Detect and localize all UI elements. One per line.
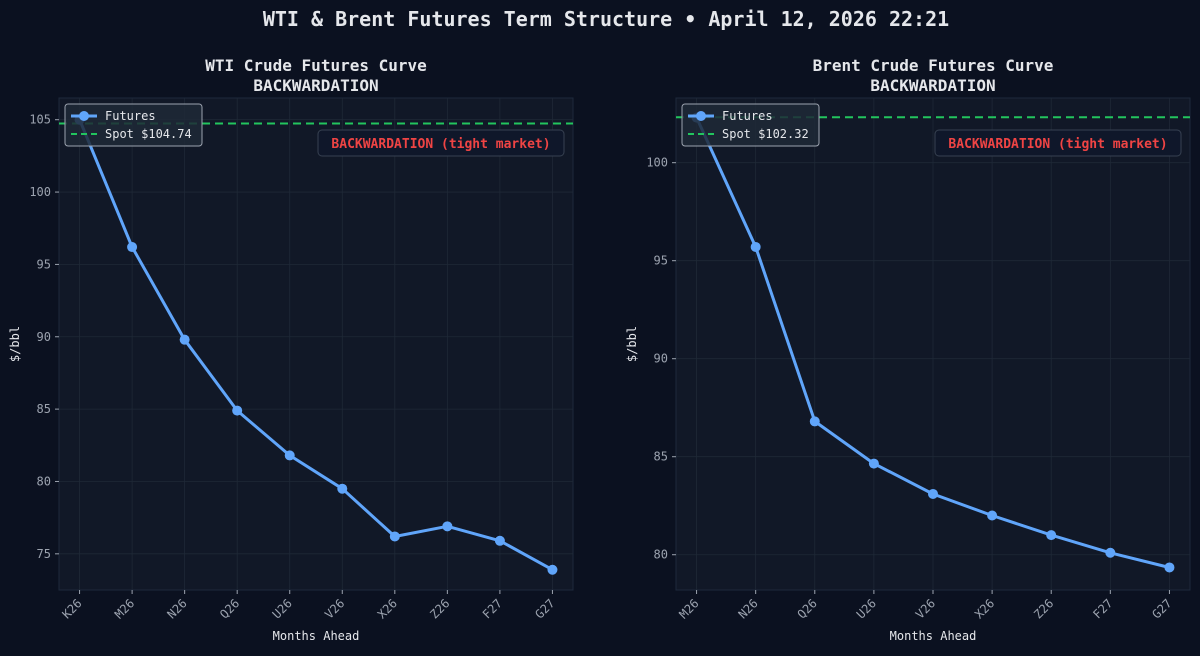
brent-point-Z26 bbox=[1046, 530, 1057, 541]
figure-title: WTI & Brent Futures Term Structure • Apr… bbox=[263, 7, 949, 31]
wti-plot-area bbox=[58, 97, 574, 591]
wti-point-G27 bbox=[547, 564, 558, 575]
wti-legend-series-label: Futures bbox=[105, 109, 156, 123]
brent-title: Brent Crude Futures Curve bbox=[813, 56, 1054, 75]
wti-ytick-label-1: 80 bbox=[37, 474, 51, 488]
brent-point-V26 bbox=[928, 488, 938, 499]
wti-ytick-label-6: 105 bbox=[29, 113, 51, 127]
wti-ytick-label-0: 75 bbox=[37, 547, 51, 561]
brent-legend-series-label: Futures bbox=[722, 109, 773, 123]
wti-ylabel: $/bbl bbox=[8, 326, 22, 362]
wti-point-Z26 bbox=[442, 521, 453, 532]
wti-legend-spot-label: Spot $104.74 bbox=[105, 127, 192, 141]
brent-point-F27 bbox=[1105, 547, 1116, 558]
wti-ytick-label-2: 85 bbox=[37, 402, 51, 416]
wti-point-Q26 bbox=[232, 405, 243, 416]
wti-ytick-label-5: 100 bbox=[29, 185, 51, 199]
brent-point-N26 bbox=[750, 241, 761, 252]
wti-series-line bbox=[78, 119, 554, 572]
brent-point-X26 bbox=[987, 510, 998, 521]
wti-xlabel: Months Ahead bbox=[273, 629, 360, 643]
wti-point-N26 bbox=[179, 334, 190, 345]
brent-ytick-label-3: 95 bbox=[654, 254, 668, 268]
wti-point-U26 bbox=[284, 450, 295, 461]
wti-annotation-text: BACKWARDATION (tight market) bbox=[331, 137, 550, 152]
wti-title: WTI Crude Futures Curve bbox=[205, 56, 427, 75]
brent-point-U26 bbox=[868, 458, 879, 469]
brent-legend-box bbox=[681, 103, 820, 147]
brent-ytick-label-4: 100 bbox=[646, 156, 668, 170]
brent-ytick-label-2: 90 bbox=[654, 352, 668, 366]
brent-xlabel: Months Ahead bbox=[890, 629, 977, 643]
wti-point-M26 bbox=[127, 242, 138, 253]
brent-subtitle: BACKWARDATION bbox=[870, 76, 995, 95]
brent-ylabel: $/bbl bbox=[625, 326, 639, 362]
wti-subtitle: BACKWARDATION bbox=[253, 76, 378, 95]
brent-ytick-label-1: 85 bbox=[654, 450, 668, 464]
brent-point-G27 bbox=[1164, 562, 1175, 573]
brent-legend-series-marker bbox=[696, 111, 706, 121]
wti-point-V26 bbox=[337, 483, 348, 494]
brent-annotation-box bbox=[934, 129, 1182, 157]
brent-point-Q26 bbox=[809, 416, 820, 427]
wti-ytick-label-4: 95 bbox=[37, 257, 51, 271]
wti-legend-box bbox=[64, 103, 203, 147]
wti-legend-series-marker bbox=[79, 111, 89, 121]
brent-annotation-text: BACKWARDATION (tight market) bbox=[948, 137, 1167, 152]
wti-point-X26 bbox=[389, 531, 400, 542]
wti-ytick-label-3: 90 bbox=[37, 330, 51, 344]
brent-ytick-label-0: 80 bbox=[654, 548, 668, 562]
wti-point-F27 bbox=[494, 535, 505, 546]
wti-annotation-box bbox=[317, 129, 565, 157]
brent-legend-spot-label: Spot $102.32 bbox=[722, 127, 809, 141]
